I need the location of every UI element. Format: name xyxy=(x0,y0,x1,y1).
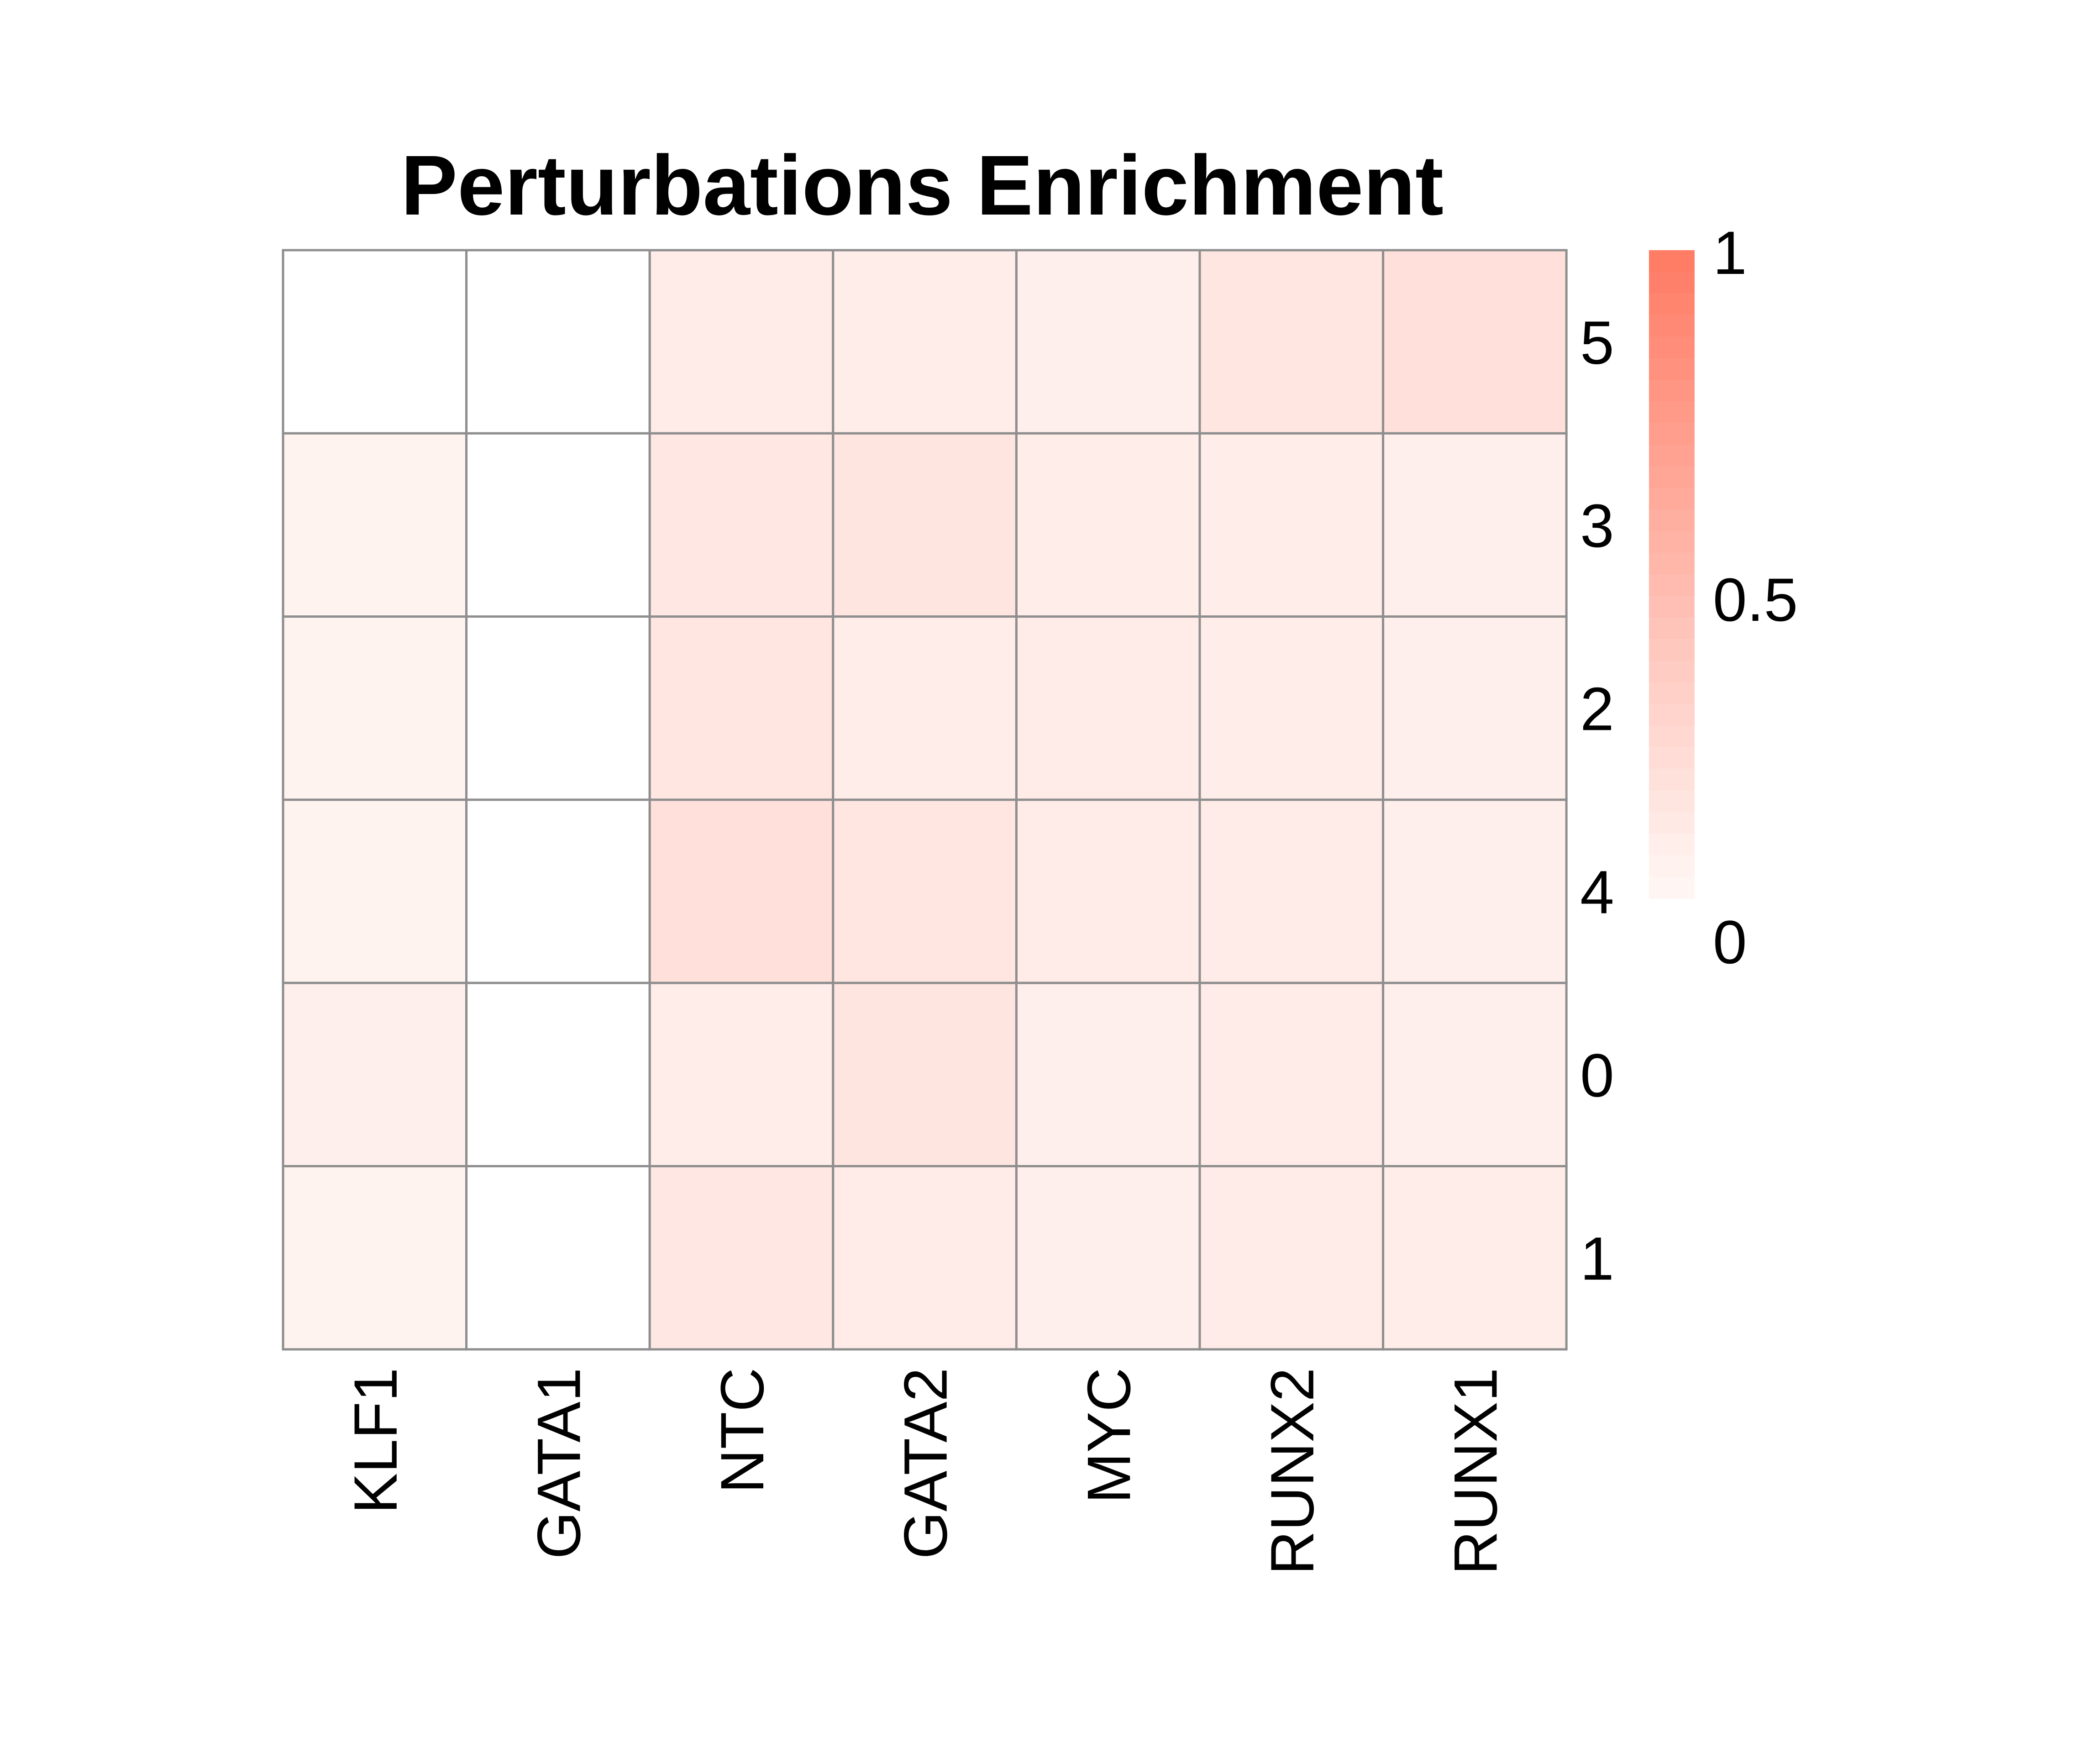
heatmap-cell-4-KLF1 xyxy=(282,798,468,984)
legend-swatch xyxy=(1649,661,1695,683)
legend-swatch xyxy=(1649,617,1695,640)
heatmap-cell-4-GATA2 xyxy=(832,798,1018,984)
heatmap-cell-4-MYC xyxy=(1015,798,1201,984)
column-label: KLF1 xyxy=(342,1368,410,1514)
heatmap-cell-1-KLF1 xyxy=(282,1165,468,1351)
heatmap-cell-4-GATA1 xyxy=(465,798,651,984)
legend-swatch xyxy=(1649,834,1695,856)
legend-swatch xyxy=(1649,531,1695,553)
legend-swatch xyxy=(1649,445,1695,467)
heatmap-cell-3-GATA1 xyxy=(465,432,651,618)
heatmap-cell-0-RUNX2 xyxy=(1198,981,1385,1167)
row-label: 1 xyxy=(1580,1225,1614,1293)
column-label: GATA1 xyxy=(525,1368,593,1559)
heatmap-cell-5-RUNX1 xyxy=(1382,249,1568,435)
legend-swatch xyxy=(1649,293,1695,315)
column-label: MYC xyxy=(1075,1368,1143,1504)
row-label: 2 xyxy=(1580,675,1614,743)
heatmap-cell-5-KLF1 xyxy=(282,249,468,435)
row-label: 5 xyxy=(1580,309,1614,377)
heatmap-cell-2-MYC xyxy=(1015,615,1201,801)
row-label: 0 xyxy=(1580,1042,1614,1110)
heatmap-cell-5-MYC xyxy=(1015,249,1201,435)
heatmap-cell-1-GATA1 xyxy=(465,1165,651,1351)
legend-swatch xyxy=(1649,336,1695,359)
column-label: RUNX2 xyxy=(1259,1368,1327,1575)
legend-swatch xyxy=(1649,509,1695,532)
heatmap-cell-1-GATA2 xyxy=(832,1165,1018,1351)
legend-swatch xyxy=(1649,769,1695,791)
column-label: GATA2 xyxy=(892,1368,960,1559)
column-label: NTC xyxy=(709,1368,777,1493)
legend-swatch xyxy=(1649,747,1695,769)
legend-swatch xyxy=(1649,812,1695,834)
heatmap-cell-4-RUNX1 xyxy=(1382,798,1568,984)
heatmap-cell-0-NTC xyxy=(648,981,835,1167)
heatmap-cell-3-RUNX1 xyxy=(1382,432,1568,618)
legend-swatch xyxy=(1649,574,1695,597)
heatmap-cell-0-GATA2 xyxy=(832,981,1018,1167)
heatmap-cell-0-MYC xyxy=(1015,981,1201,1167)
heatmap-cell-2-KLF1 xyxy=(282,615,468,801)
heatmap-cell-3-KLF1 xyxy=(282,432,468,618)
heatmap-cell-3-NTC xyxy=(648,432,835,618)
heatmap-cell-5-RUNX2 xyxy=(1198,249,1385,435)
heatmap-cells xyxy=(282,249,1568,1351)
legend-swatch xyxy=(1649,552,1695,575)
heatmap-cell-4-NTC xyxy=(648,798,835,984)
legend-color-bar xyxy=(1649,250,1695,899)
heatmap-cell-1-NTC xyxy=(648,1165,835,1351)
heatmap-cell-1-RUNX2 xyxy=(1198,1165,1385,1351)
legend-swatch xyxy=(1649,488,1695,510)
heatmap-cell-1-MYC xyxy=(1015,1165,1201,1351)
legend-swatch xyxy=(1649,725,1695,748)
legend-swatch xyxy=(1649,250,1695,273)
legend-swatch xyxy=(1649,682,1695,704)
row-labels: 5 3 2 4 0 1 xyxy=(1580,309,1614,1293)
color-legend: 10.50 xyxy=(1649,219,1798,976)
heatmap-cell-2-NTC xyxy=(648,615,835,801)
heatmap-cell-5-GATA2 xyxy=(832,249,1018,435)
column-labels: KLF1 GATA1 NTC GATA2 MYC RUNX2 RUNX1 xyxy=(342,1368,1510,1575)
heatmap-cell-5-NTC xyxy=(648,249,835,435)
legend-swatch xyxy=(1649,876,1695,899)
heatmap-cell-5-GATA1 xyxy=(465,249,651,435)
legend-swatch xyxy=(1649,423,1695,445)
legend-swatch xyxy=(1649,272,1695,294)
row-label: 3 xyxy=(1580,492,1614,560)
heatmap-cell-3-GATA2 xyxy=(832,432,1018,618)
heatmap-cell-3-MYC xyxy=(1015,432,1201,618)
row-label: 4 xyxy=(1580,859,1614,927)
legend-swatch xyxy=(1649,596,1695,618)
legend-swatch xyxy=(1649,380,1695,402)
legend-tick-label: 0.5 xyxy=(1713,566,1798,634)
legend-swatch xyxy=(1649,704,1695,726)
heatmap-cell-0-RUNX1 xyxy=(1382,981,1568,1167)
heatmap-cell-0-KLF1 xyxy=(282,981,468,1167)
legend-swatch xyxy=(1649,855,1695,877)
legend-ticks: 10.50 xyxy=(1713,219,1798,976)
legend-swatch xyxy=(1649,358,1695,380)
heatmap-cell-3-RUNX2 xyxy=(1198,432,1385,618)
legend-swatch xyxy=(1649,639,1695,661)
heatmap-cell-2-GATA1 xyxy=(465,615,651,801)
column-label: RUNX1 xyxy=(1442,1368,1510,1575)
heatmap-cell-2-GATA2 xyxy=(832,615,1018,801)
legend-tick-label: 1 xyxy=(1713,219,1747,287)
legend-swatch xyxy=(1649,790,1695,813)
legend-swatch xyxy=(1649,315,1695,337)
legend-swatch xyxy=(1649,466,1695,488)
heatmap-cell-1-RUNX1 xyxy=(1382,1165,1568,1351)
heatmap-cell-2-RUNX2 xyxy=(1198,615,1385,801)
heatmap-cell-0-GATA1 xyxy=(465,981,651,1167)
heatmap-cell-2-RUNX1 xyxy=(1382,615,1568,801)
legend-swatch xyxy=(1649,401,1695,424)
legend-tick-label: 0 xyxy=(1713,908,1747,976)
heatmap-cell-4-RUNX2 xyxy=(1198,798,1385,984)
chart-title: Perturbations Enrichment xyxy=(401,138,1444,233)
